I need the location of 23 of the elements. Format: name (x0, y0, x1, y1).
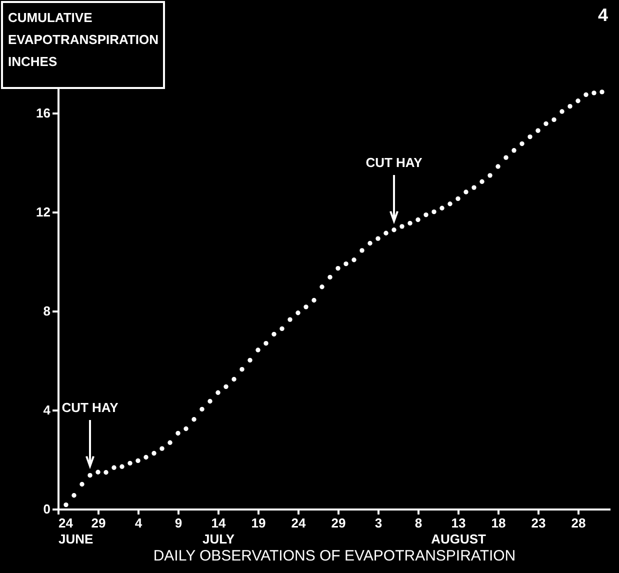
x-axis-title: DAILY OBSERVATIONS OF EVAPOTRANSPIRATION (153, 548, 516, 564)
x-tick-label: 9 (174, 516, 182, 530)
y-tick-label: 8 (43, 303, 50, 318)
y-tick-label: 4 (43, 402, 52, 418)
y-tick-label: 0 (43, 502, 50, 516)
x-tick-label: 13 AUGUST (431, 516, 486, 546)
x-tick-label: 24 (291, 516, 306, 530)
x-tick-label: 23 (531, 516, 546, 530)
x-tick-label: 3 (374, 516, 382, 530)
annotation: CUT HAY (366, 155, 423, 170)
x-tick-label: 29 (91, 516, 106, 530)
x-tick-label: 29 (331, 516, 346, 530)
x-tick-label: 4 (134, 516, 143, 530)
text: 4 (598, 5, 608, 25)
x-tick-label: 18 (491, 516, 506, 530)
y-axis-title: CUMULATIVE EVAPOTRANSPIRATION INCHES (8, 10, 158, 69)
y-tick-label: 12 (36, 204, 50, 220)
x-tick-label: 8 (414, 516, 422, 530)
x-tick-label: 28 (571, 516, 586, 530)
annotation: CUT HAY (62, 400, 119, 415)
x-tick-label: 19 (251, 516, 266, 530)
y-tick-label: 16 (36, 105, 50, 120)
x-tick-label: 14 JULY (202, 516, 235, 546)
